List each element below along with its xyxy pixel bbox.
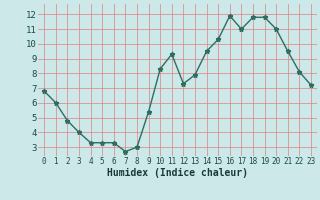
X-axis label: Humidex (Indice chaleur): Humidex (Indice chaleur): [107, 168, 248, 178]
